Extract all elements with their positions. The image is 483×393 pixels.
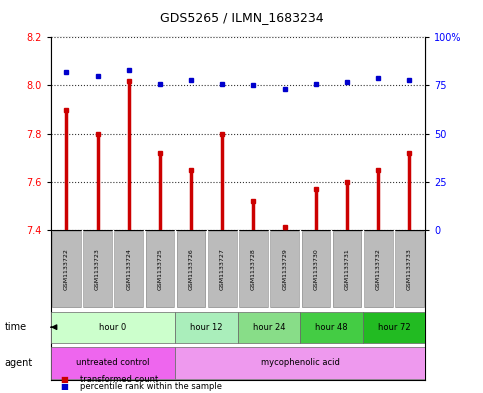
Text: GSM1133725: GSM1133725 [157, 248, 162, 290]
Text: GSM1133726: GSM1133726 [188, 248, 194, 290]
Bar [175, 347, 425, 379]
Bar [51, 312, 175, 343]
Text: GDS5265 / ILMN_1683234: GDS5265 / ILMN_1683234 [160, 11, 323, 24]
Bar [177, 231, 205, 307]
Text: GSM1133731: GSM1133731 [344, 248, 350, 290]
Text: ■: ■ [60, 382, 68, 391]
Text: hour 12: hour 12 [190, 323, 223, 332]
Bar [238, 312, 300, 343]
Bar [239, 231, 268, 307]
Text: GSM1133730: GSM1133730 [313, 248, 318, 290]
Bar [301, 231, 330, 307]
Bar [208, 231, 237, 307]
Bar [395, 231, 424, 307]
Bar [145, 231, 174, 307]
Text: agent: agent [5, 358, 33, 368]
Text: percentile rank within the sample: percentile rank within the sample [80, 382, 222, 391]
Bar [83, 231, 112, 307]
Bar [333, 231, 361, 307]
Text: GSM1133724: GSM1133724 [126, 248, 131, 290]
Text: mycophenolic acid: mycophenolic acid [261, 358, 340, 367]
Bar [51, 347, 175, 379]
Text: GSM1133723: GSM1133723 [95, 248, 100, 290]
Text: GSM1133732: GSM1133732 [376, 248, 381, 290]
Bar [300, 312, 363, 343]
Text: hour 72: hour 72 [378, 323, 410, 332]
Bar [270, 231, 299, 307]
Text: GSM1133728: GSM1133728 [251, 248, 256, 290]
Bar [52, 231, 81, 307]
Text: untreated control: untreated control [76, 358, 150, 367]
Text: hour 48: hour 48 [315, 323, 348, 332]
Text: hour 0: hour 0 [99, 323, 127, 332]
Text: hour 24: hour 24 [253, 323, 285, 332]
Text: GSM1133722: GSM1133722 [64, 248, 69, 290]
Text: transformed count: transformed count [80, 375, 158, 384]
Text: GSM1133733: GSM1133733 [407, 248, 412, 290]
Text: ■: ■ [60, 375, 68, 384]
Bar [363, 312, 425, 343]
Bar [114, 231, 143, 307]
Text: time: time [5, 322, 27, 332]
Text: GSM1133727: GSM1133727 [220, 248, 225, 290]
Bar [364, 231, 393, 307]
Text: GSM1133729: GSM1133729 [282, 248, 287, 290]
Bar [175, 312, 238, 343]
